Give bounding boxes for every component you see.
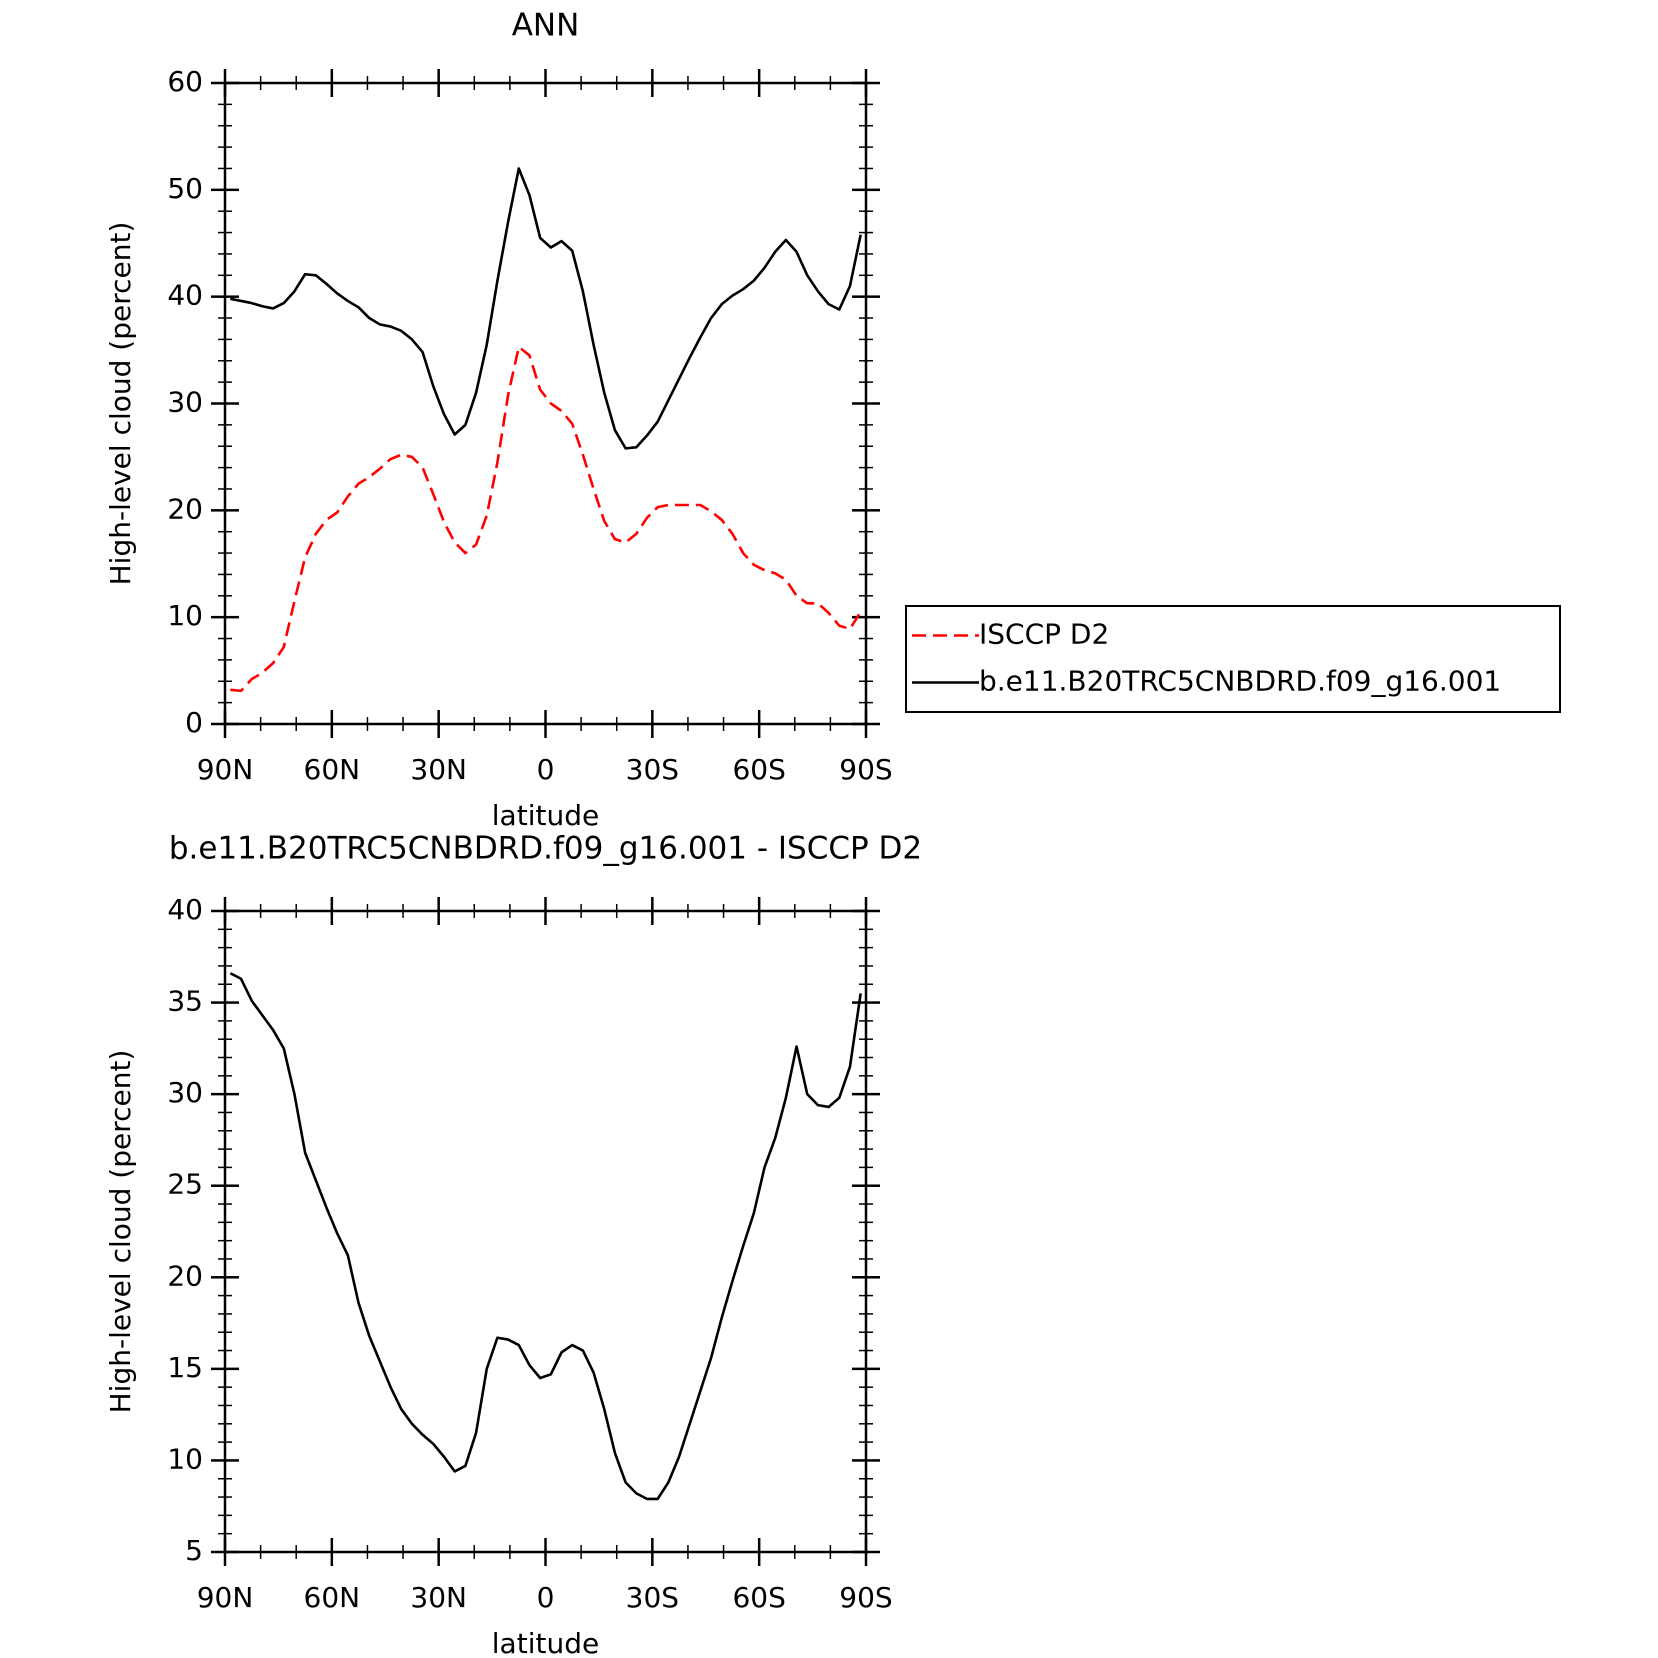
y-tick-label: 30 [167,1076,203,1109]
y-tick-label: 20 [167,1259,203,1292]
y-tick-label: 35 [167,985,203,1018]
y-tick-label: 10 [167,1442,203,1475]
x-tick-label: 30N [410,1581,467,1614]
y-axis-label: High-level cloud (percent) [104,222,137,586]
x-tick-label: 30N [410,753,467,786]
data-line [229,972,862,1501]
data-line [230,345,862,693]
x-tick-label: 60S [732,753,785,786]
data-line [230,167,862,450]
x-axis-label: latitude [492,1627,599,1658]
y-tick-label: 50 [167,172,203,205]
x-tick-label: 0 [537,753,555,786]
plot-frame [223,909,868,1554]
y-tick-label: 0 [185,706,203,739]
plot-frame [223,81,868,726]
y-tick-label: 25 [167,1168,203,1201]
x-tick-label: 30S [626,1581,679,1614]
y-tick-label: 15 [167,1351,203,1384]
legend-label: b.e11.B20TRC5CNBDRD.f09_g16.001 [979,665,1501,698]
x-tick-label: 60N [304,1581,361,1614]
chart-title: ANN [512,8,580,44]
legend-box [905,605,1561,713]
x-tick-label: 90S [839,753,892,786]
legend-label: ISCCP D2 [979,618,1109,651]
x-tick-label: 90N [197,1581,254,1614]
x-tick-label: 90S [839,1581,892,1614]
y-tick-label: 60 [167,65,203,98]
panel: b.e11.B20TRC5CNBDRD.f09_g16.001 - ISCCP … [104,831,922,1658]
y-tick-label: 40 [167,279,203,312]
x-tick-label: 30S [626,753,679,786]
y-tick-label: 5 [185,1534,203,1567]
x-axis-label: latitude [492,799,599,832]
y-tick-label: 40 [167,893,203,926]
y-axis-label: High-level cloud (percent) [104,1050,137,1414]
x-tick-label: 60N [304,753,361,786]
chart-title: b.e11.B20TRC5CNBDRD.f09_g16.001 - ISCCP … [169,831,922,867]
y-tick-label: 10 [167,599,203,632]
x-tick-label: 60S [732,1581,785,1614]
legend: ISCCP D2 b.e11.B20TRC5CNBDRD.f09_g16.001 [905,605,1561,713]
x-tick-label: 0 [537,1581,555,1614]
y-tick-label: 20 [167,492,203,525]
panel: ANN High-level cloud (percent) latitude 0 10… [104,8,1561,832]
x-tick-label: 90N [197,753,254,786]
y-tick-label: 30 [167,386,203,419]
